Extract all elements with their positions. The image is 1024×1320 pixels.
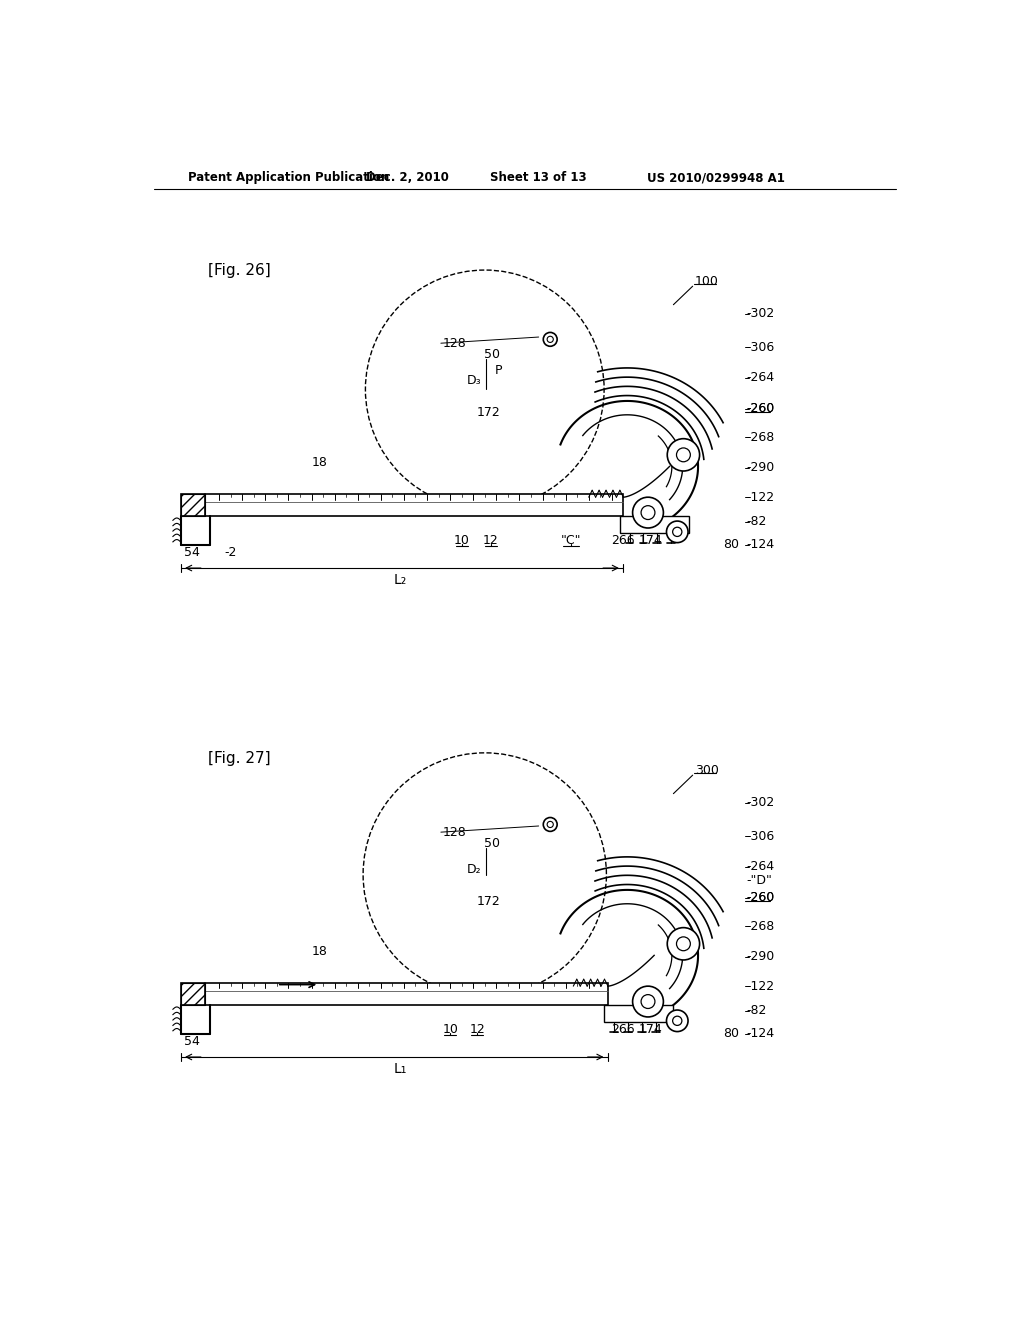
Text: 128: 128 — [442, 337, 466, 350]
Text: 174: 174 — [638, 1023, 663, 1036]
Text: -124: -124 — [746, 539, 775, 552]
Text: -124: -124 — [746, 1027, 775, 1040]
Circle shape — [673, 1016, 682, 1026]
Text: -260: -260 — [746, 891, 775, 904]
Text: -264: -264 — [746, 861, 775, 874]
Text: [Fig. 26]: [Fig. 26] — [208, 263, 270, 277]
Text: -"D": -"D" — [746, 874, 772, 887]
Circle shape — [668, 438, 699, 471]
Bar — [180, 494, 624, 516]
Text: 12: 12 — [483, 533, 499, 546]
Text: -122: -122 — [746, 979, 775, 993]
Circle shape — [641, 995, 655, 1008]
Circle shape — [547, 821, 553, 828]
Text: Sheet 13 of 13: Sheet 13 of 13 — [490, 172, 587, 185]
Circle shape — [667, 521, 688, 543]
Circle shape — [677, 447, 690, 462]
Text: 128: 128 — [442, 825, 466, 838]
Text: -2: -2 — [224, 546, 237, 560]
Circle shape — [677, 937, 690, 950]
Text: 100: 100 — [694, 275, 719, 288]
Text: 18: 18 — [311, 945, 328, 958]
Text: -302: -302 — [746, 308, 775, 321]
Text: -260: -260 — [746, 891, 775, 904]
Circle shape — [633, 986, 664, 1016]
Text: D₃: D₃ — [466, 374, 481, 387]
Text: L₁: L₁ — [393, 1063, 407, 1076]
Text: 266: 266 — [611, 533, 635, 546]
Text: 50: 50 — [484, 348, 501, 362]
Text: 54: 54 — [184, 546, 200, 560]
Bar — [620, 516, 689, 533]
Text: -260: -260 — [746, 403, 775, 416]
Text: -122: -122 — [746, 491, 775, 504]
Circle shape — [673, 527, 682, 536]
Bar — [180, 494, 205, 516]
Text: 172: 172 — [477, 407, 501, 418]
Circle shape — [641, 506, 655, 520]
Text: 174: 174 — [638, 533, 663, 546]
Text: -290: -290 — [746, 950, 775, 964]
Text: -306: -306 — [746, 341, 775, 354]
Text: -268: -268 — [746, 430, 775, 444]
Circle shape — [544, 333, 557, 346]
Text: 80: 80 — [724, 1027, 739, 1040]
Text: -260: -260 — [746, 403, 775, 416]
Text: L₂: L₂ — [393, 573, 407, 587]
Circle shape — [667, 1010, 688, 1032]
Circle shape — [544, 817, 557, 832]
Text: "C": "C" — [561, 533, 582, 546]
Text: 80: 80 — [724, 539, 739, 552]
Bar — [180, 983, 205, 1005]
Circle shape — [547, 337, 553, 342]
Text: 54: 54 — [184, 1035, 200, 1048]
Text: 172: 172 — [477, 895, 501, 908]
Text: -302: -302 — [746, 796, 775, 809]
Text: US 2010/0299948 A1: US 2010/0299948 A1 — [647, 172, 784, 185]
Circle shape — [668, 928, 699, 960]
Text: 18: 18 — [311, 455, 328, 469]
Text: -264: -264 — [746, 371, 775, 384]
Text: 10: 10 — [454, 533, 470, 546]
Circle shape — [633, 498, 664, 528]
Text: 50: 50 — [484, 837, 501, 850]
Text: -82: -82 — [746, 515, 767, 528]
Bar — [604, 1005, 674, 1022]
Text: 10: 10 — [442, 1023, 458, 1036]
Text: -306: -306 — [746, 829, 775, 842]
Text: Patent Application Publication: Patent Application Publication — [188, 172, 389, 185]
Text: D₂: D₂ — [466, 862, 481, 875]
Text: [Fig. 27]: [Fig. 27] — [208, 751, 270, 767]
Text: Dec. 2, 2010: Dec. 2, 2010 — [367, 172, 450, 185]
Text: 300: 300 — [694, 764, 719, 777]
Text: -268: -268 — [746, 920, 775, 933]
Text: 266: 266 — [611, 1023, 635, 1036]
Bar — [180, 983, 608, 1005]
Text: P: P — [495, 363, 503, 376]
Text: -290: -290 — [746, 462, 775, 474]
Text: -82: -82 — [746, 1005, 767, 1018]
Text: 12: 12 — [469, 1023, 485, 1036]
